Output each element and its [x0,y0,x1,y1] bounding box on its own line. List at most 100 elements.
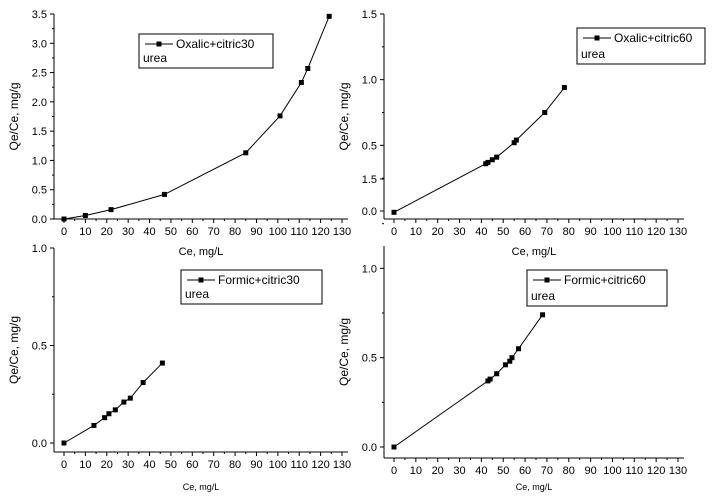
x-tick-label: 0 [391,465,397,477]
data-point [298,80,304,86]
x-tick-label: 110 [290,459,308,471]
legend-box [576,27,706,65]
y-tick-label: 0.0 [32,438,47,450]
x-tick-label: 40 [143,459,155,471]
legend-entry-label: Oxalic+citric60 [614,31,693,45]
series-line [393,314,543,448]
x-axis-title: Ce, mg/L [179,246,224,258]
data-point [507,358,513,364]
y-tick-label: 2.5 [32,68,47,80]
x-tick-label: 80 [229,226,241,238]
chart-panel-4: 0 10 20 30 40 50 60 70 80 90 100 110 120 1300.00.51.0… [337,174,687,492]
data-point [127,395,133,401]
x-tick-label: 110 [626,226,644,238]
x-tick-label: 100 [603,465,621,477]
data-point [326,13,332,19]
x-axis-title: Ce, mg/L [183,482,220,492]
x-axis-title: Ce, mg/L [516,482,553,492]
legend-marker [544,277,550,283]
x-tick-label: 10 [79,226,91,238]
x-tick-label: 60 [186,226,198,238]
x-tick-label: 50 [165,226,177,238]
x-tick-label: 70 [541,226,553,238]
y-tick-label: 1.5 [362,174,377,186]
legend-entry-label: urea [581,47,605,61]
x-tick-label: 110 [290,226,308,238]
x-tick-label: 40 [475,465,487,477]
x-tick-label: 100 [269,459,287,471]
y-axis-title: Qe/Ce, mg/g [7,316,21,384]
y-tick-label: 0.0 [362,442,377,454]
y-tick-label: 0.5 [362,140,377,152]
x-tick-label: 70 [208,226,220,238]
data-point [391,209,397,215]
chart-panel-2: 0 10 20 30 40 50 60 70 80 90 100 110 120 130 0.0 0.5 1.0… [337,9,706,258]
x-tick-label: 30 [122,226,134,238]
legend-marker [594,35,600,41]
x-tick-label: 60 [519,465,531,477]
x-tick-label: 50 [497,465,509,477]
series-line [393,87,565,213]
data-point [494,154,500,160]
chart-panel-3: 0 10 20 30 40 50 60 70 80 90 100 110 120 130 0.0 0.5 1.0… [7,243,351,492]
data-point [494,371,500,377]
x-tick-label: 40 [475,226,487,238]
legend-entry-label: Oxalic+citric30 [176,37,255,51]
x-tick-label: 120 [311,459,329,471]
x-tick-label: 20 [101,226,113,238]
x-tick-label: 130 [333,459,351,471]
data-point [61,216,67,222]
y-tick-label: 0.5 [362,353,377,365]
data-point [391,444,397,450]
data-point [159,360,165,366]
y-tick-label: 1.0 [362,263,377,275]
y-tick-label: 0.5 [32,185,47,197]
legend-entry-label: urea [185,287,209,301]
x-tick-label: 120 [647,465,665,477]
x-tick-label: 90 [250,226,262,238]
data-point [489,157,495,163]
data-point [108,207,114,213]
x-tick-label: 70 [541,465,553,477]
data-point [516,346,522,352]
x-tick-label: 80 [563,226,575,238]
chart-panel-1: 0 10 20 30 40 50 60 70 80 90 100 110 120 130 0.0 0.5 1.0… [7,9,351,258]
y-axis-title: Qe/Ce, mg/g [337,82,351,150]
y-tick-label: 3.5 [32,9,47,21]
legend: Formic+citric30 urea [180,269,323,305]
data-point [513,137,519,143]
x-tick-label: 20 [432,465,444,477]
x-tick-label: 40 [143,226,155,238]
data-point [561,85,567,91]
data-point [502,362,508,368]
x-tick-label: 60 [186,459,198,471]
data-point [243,150,249,156]
x-axis-title: Ce, mg/L [512,246,557,258]
data-point [509,355,515,361]
x-tick-label: 10 [410,465,422,477]
data-point [91,422,97,428]
data-point [305,65,311,71]
y-tick-label: 0.0 [32,214,47,226]
x-tick-label: 30 [453,226,465,238]
legend-marker [198,277,204,283]
x-tick-label: 120 [647,226,665,238]
x-tick-label: 20 [432,226,444,238]
legend: Oxalic+citric30 urea [138,33,274,69]
legend-box [526,269,668,307]
x-tick-label: 90 [584,465,596,477]
x-tick-label: 50 [497,226,509,238]
y-tick-label: 1.0 [32,243,47,255]
y-tick-label: 3.0 [32,38,47,50]
x-tick-label: 10 [410,226,422,238]
legend: Oxalic+citric60 urea [576,27,706,65]
legend-entry-label: Formic+citric30 [218,273,300,287]
x-tick-label: 110 [626,465,644,477]
data-point [162,191,168,197]
x-tick-label: 60 [519,226,531,238]
y-axis-title: Qe/Ce, mg/g [7,82,21,150]
data-point [82,212,88,218]
series-line [63,362,163,444]
legend-entry-label: urea [143,51,167,65]
